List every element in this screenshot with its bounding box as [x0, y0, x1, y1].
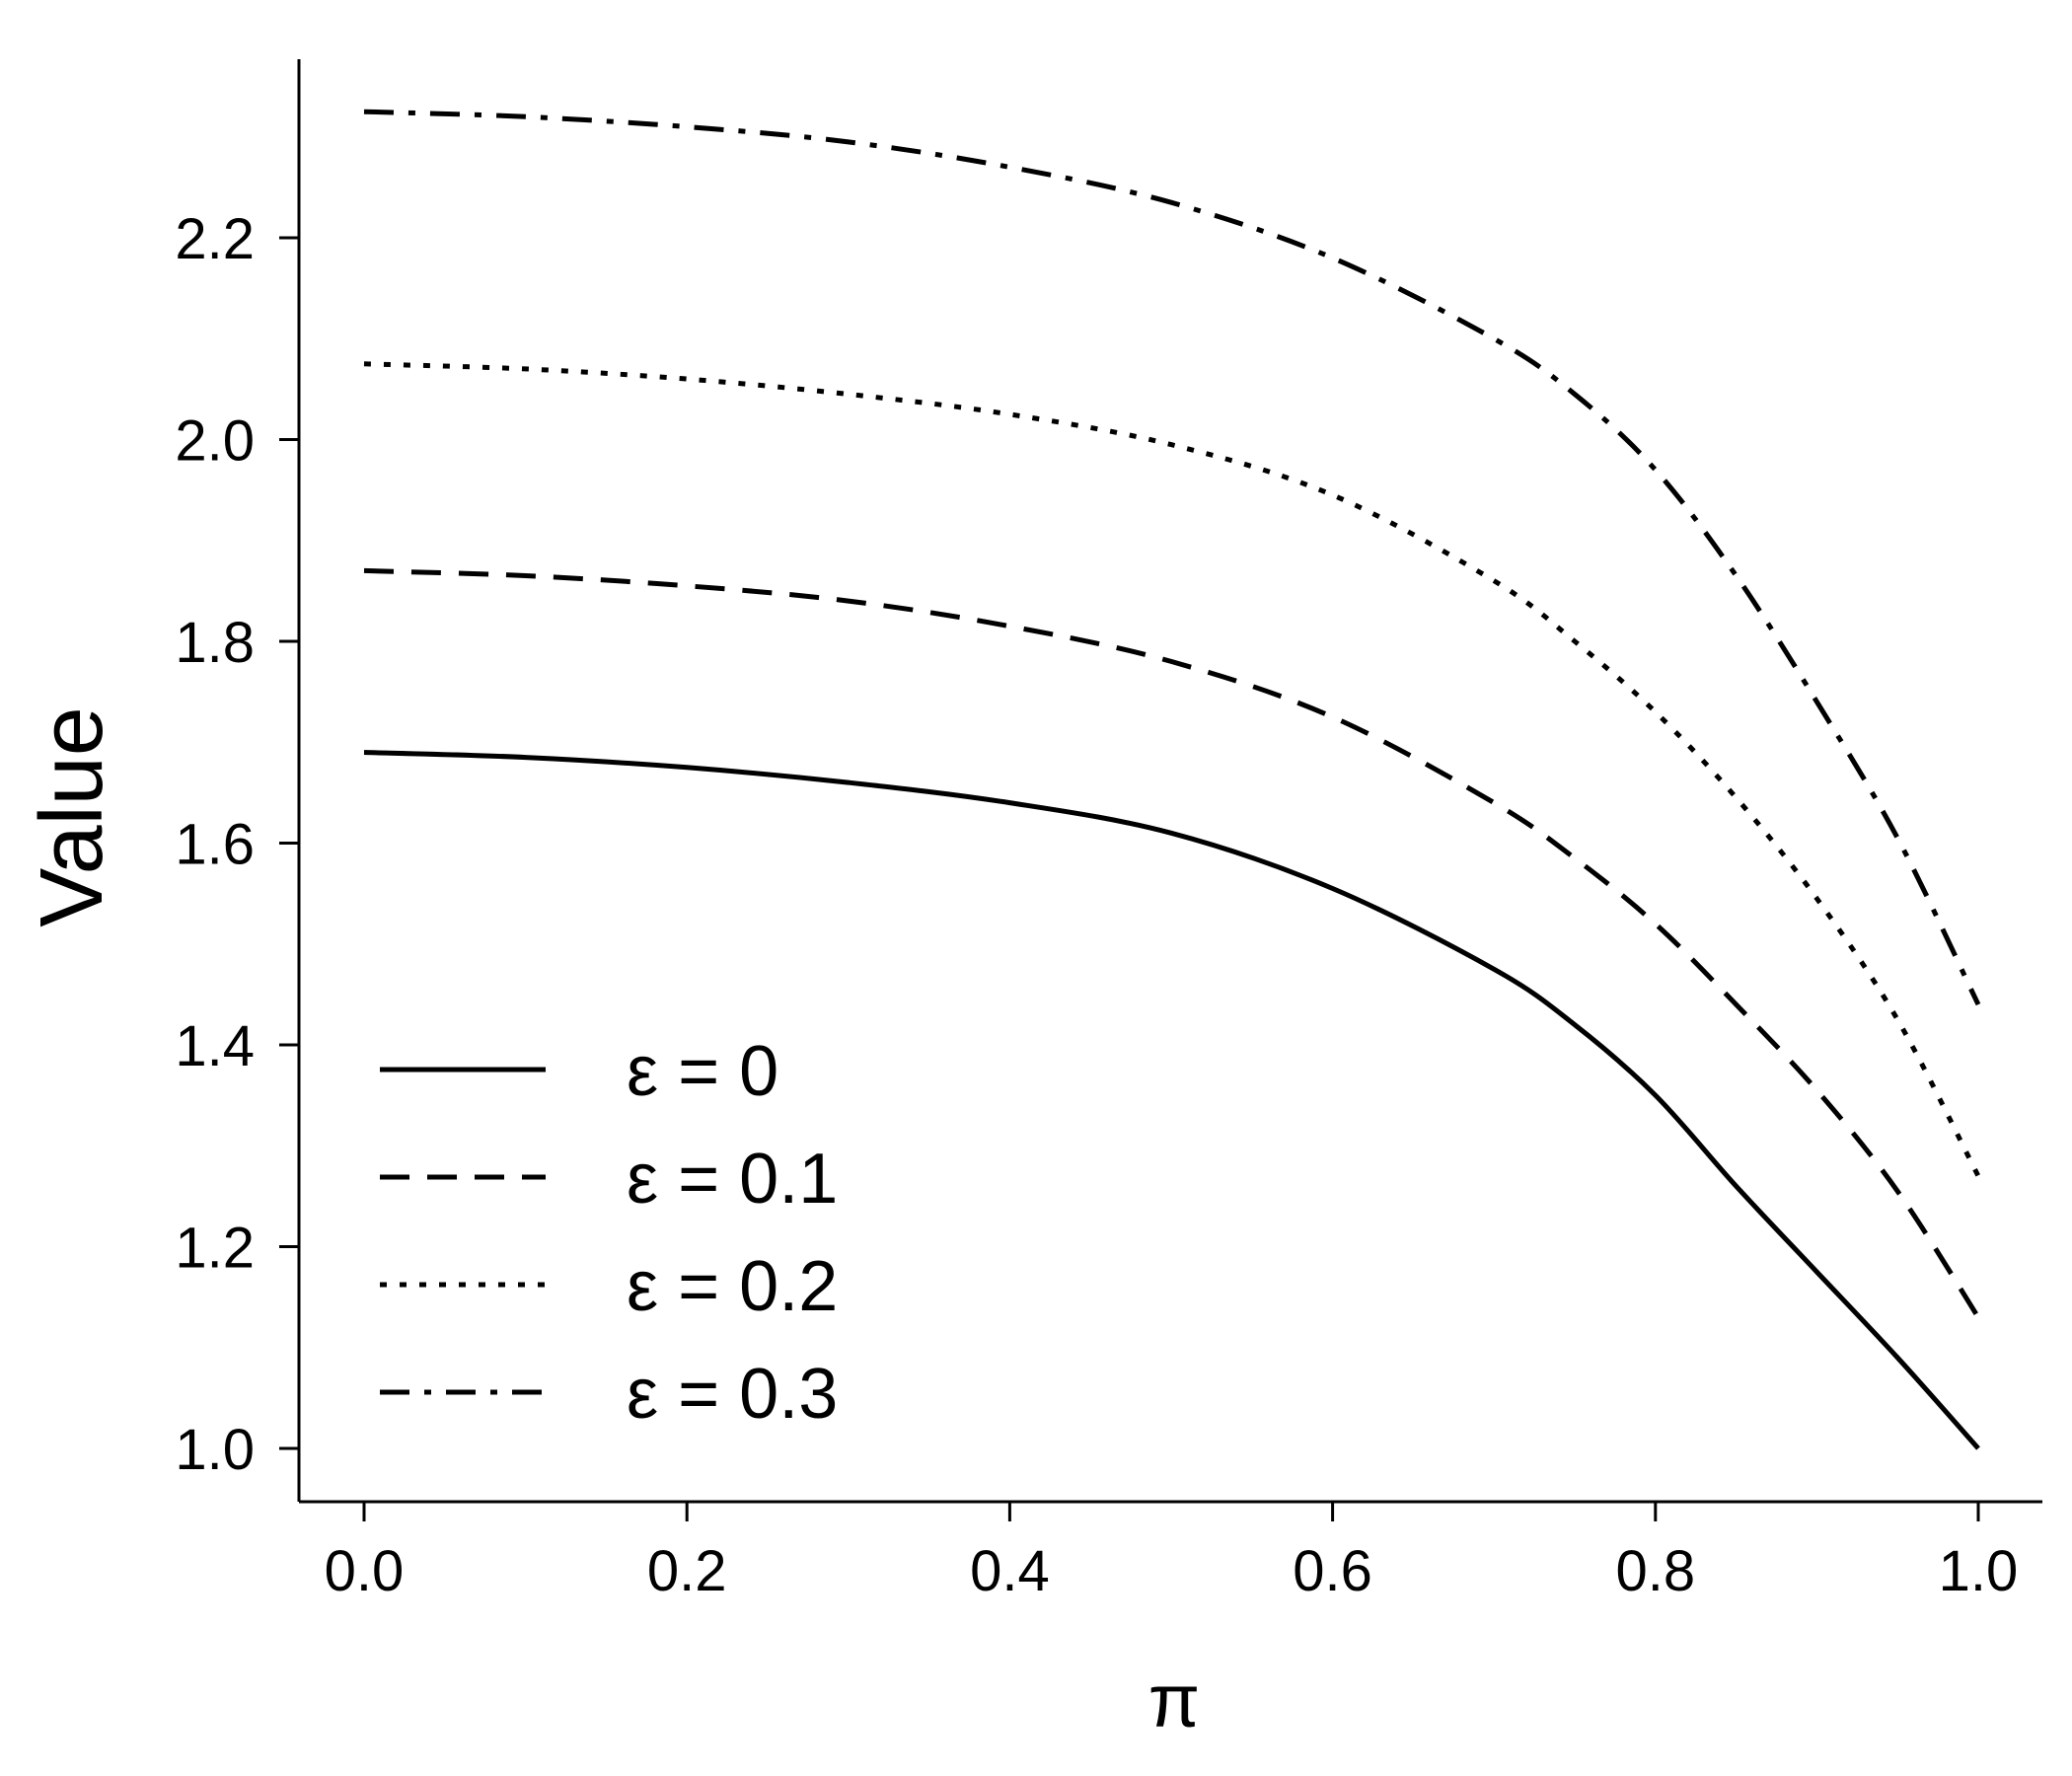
series-layer [363, 109, 1981, 1450]
axes: 0.0 0.2 0.4 0.6 0.8 1.0 1.0 1.2 1.4 1.6 1.8 2.0 2.2 [175, 59, 2042, 1603]
y-tick-label: 1.2 [175, 1217, 255, 1281]
series-line-0 [363, 750, 1980, 1450]
x-tick-label: 0.8 [1615, 1539, 1695, 1603]
y-tick-label: 1.4 [175, 1014, 255, 1078]
y-tick-label: 2.2 [175, 207, 255, 271]
legend-label-3: ε = 0.3 [627, 1355, 838, 1434]
y-axis-title: Value [23, 706, 121, 927]
series-line-2 [363, 361, 1981, 1178]
legend-label-2: ε = 0.2 [627, 1247, 838, 1326]
y-tick-label: 1.8 [175, 611, 255, 675]
legend-label-0: ε = 0 [627, 1032, 778, 1111]
series-line-1 [363, 567, 1981, 1319]
x-tick-label: 0.2 [647, 1539, 727, 1603]
y-tick-label: 2.0 [175, 409, 255, 474]
x-tick-label: 0.6 [1293, 1539, 1372, 1603]
legend: ε = 0 ε = 0.1 ε = 0.2 ε = 0.3 [380, 1032, 838, 1434]
x-tick-label: 0.0 [325, 1539, 405, 1603]
y-tick-label: 1.0 [175, 1418, 255, 1482]
x-tick-label: 0.4 [970, 1539, 1050, 1603]
x-tick-label: 1.0 [1939, 1539, 2019, 1603]
x-axis-title: π [1148, 1660, 1200, 1743]
legend-label-1: ε = 0.1 [627, 1140, 838, 1219]
series-line-3 [363, 109, 1981, 1006]
y-tick-label: 1.6 [175, 813, 255, 877]
